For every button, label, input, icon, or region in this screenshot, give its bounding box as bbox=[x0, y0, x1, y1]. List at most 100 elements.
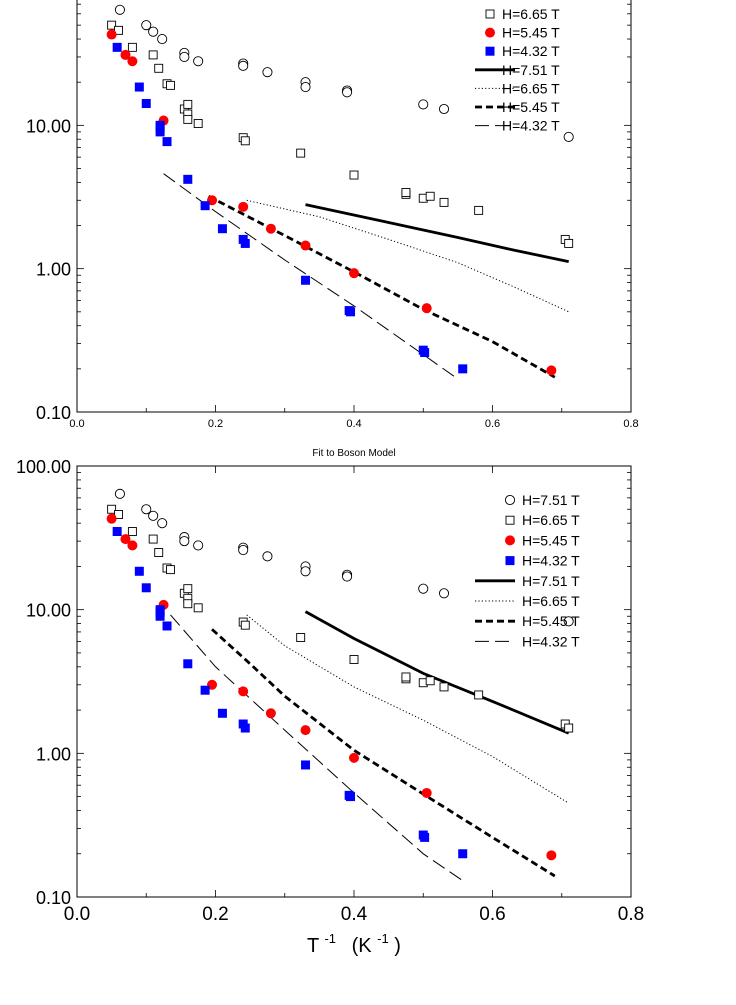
data-point bbox=[458, 849, 468, 859]
data-point bbox=[349, 268, 359, 279]
data-point bbox=[346, 307, 356, 317]
data-point bbox=[240, 723, 250, 733]
data-point bbox=[564, 723, 574, 733]
data-point bbox=[155, 127, 165, 137]
data-point bbox=[546, 850, 557, 861]
data-point bbox=[166, 565, 175, 575]
legend-label: H=7.51 T bbox=[522, 573, 580, 589]
data-point bbox=[134, 566, 144, 576]
data-point bbox=[240, 238, 250, 248]
data-point bbox=[127, 527, 137, 536]
data-point bbox=[106, 29, 117, 40]
data-point bbox=[193, 540, 204, 551]
data-point bbox=[238, 686, 249, 697]
x-axis-label-exp: -1 bbox=[324, 931, 336, 946]
legend-label: H=5.45 T bbox=[502, 99, 560, 115]
data-point bbox=[141, 583, 151, 593]
data-point bbox=[425, 191, 435, 201]
legend-marker bbox=[505, 515, 515, 525]
x-tick-label: 0.6 bbox=[485, 418, 500, 430]
data-point bbox=[148, 534, 158, 544]
chart-panel-bottom: 0.10 1.00 10.00 100.00 0.0 0.2 0.4 0.6 0.8 H=7.51… bbox=[16, 457, 644, 925]
data-point bbox=[296, 633, 306, 642]
fit-line bbox=[246, 614, 569, 804]
legend-marker bbox=[485, 9, 495, 19]
data-point bbox=[183, 659, 193, 669]
data-point bbox=[200, 201, 210, 211]
data-point bbox=[439, 197, 449, 207]
data-point bbox=[179, 51, 190, 62]
data-point bbox=[262, 551, 273, 562]
fit-line bbox=[170, 614, 463, 882]
x-axis-label-unit: (K bbox=[352, 935, 373, 957]
data-point bbox=[296, 148, 306, 158]
data-point bbox=[217, 224, 227, 234]
data-point bbox=[193, 56, 204, 67]
x-tick-label: 0.0 bbox=[64, 904, 90, 925]
fit-line bbox=[163, 173, 459, 380]
x-tick-label: 0.0 bbox=[69, 418, 84, 430]
data-point bbox=[418, 583, 429, 594]
fit-line bbox=[305, 203, 569, 263]
chart-title: Fit to Boson Model bbox=[312, 448, 395, 459]
legend-label: H=4.32 T bbox=[502, 118, 560, 134]
y-tick-label: 0.10 bbox=[36, 403, 71, 423]
fit-line bbox=[246, 199, 569, 313]
legend: H=6.65 T H=5.45 T H=4.32 T H=7.51 T H=6.65 T… bbox=[475, 6, 560, 134]
data-point bbox=[420, 832, 430, 842]
data-point bbox=[401, 672, 411, 682]
data-point bbox=[141, 99, 151, 109]
data-point bbox=[421, 787, 432, 798]
data-point bbox=[112, 42, 122, 52]
data-point bbox=[183, 99, 193, 109]
data-point bbox=[200, 685, 210, 695]
data-point bbox=[193, 119, 203, 128]
x-tick-label: 0.8 bbox=[618, 904, 644, 925]
data-point bbox=[474, 205, 484, 215]
data-point bbox=[154, 63, 164, 73]
x-tick-label: 0.6 bbox=[479, 904, 505, 925]
data-point bbox=[157, 518, 168, 529]
data-point bbox=[349, 752, 359, 763]
data-point bbox=[240, 136, 250, 146]
y-tick-label: 100.00 bbox=[16, 457, 71, 477]
data-point bbox=[301, 275, 311, 285]
data-point bbox=[155, 611, 165, 621]
x-tick-label: 0.4 bbox=[341, 904, 368, 925]
x-tick-label: 0.8 bbox=[623, 418, 638, 430]
data-point bbox=[349, 655, 359, 664]
y-tick-label: 10.00 bbox=[26, 116, 71, 136]
data-point bbox=[438, 588, 450, 599]
plot-frame bbox=[76, 465, 632, 898]
y-tick-label: 0.10 bbox=[36, 888, 71, 908]
data-point bbox=[127, 540, 138, 551]
chart-panel-top: 0.10 1.00 10.00 0.0 0.2 0.4 0.6 0.8 H=6.65 T H=5.… bbox=[26, 0, 639, 430]
fit-line bbox=[207, 195, 556, 379]
data-point bbox=[300, 566, 311, 577]
data-point bbox=[425, 676, 435, 686]
data-point bbox=[342, 571, 353, 582]
data-point bbox=[238, 60, 249, 71]
legend: H=7.51 T H=6.65 T H=5.45 T H=4.32 T H=7.51 T… bbox=[475, 492, 580, 649]
data-point bbox=[112, 527, 122, 537]
data-point bbox=[148, 510, 159, 521]
legend-label: H=5.45 T bbox=[522, 532, 580, 548]
data-point bbox=[107, 504, 117, 514]
x-axis-label-base: T bbox=[307, 935, 319, 957]
legend-marker bbox=[505, 556, 515, 566]
data-point bbox=[217, 708, 227, 718]
data-point bbox=[183, 584, 193, 594]
data-point bbox=[162, 621, 172, 631]
data-point bbox=[114, 488, 125, 499]
data-point bbox=[154, 548, 164, 557]
data-point bbox=[546, 365, 557, 376]
data-point bbox=[166, 80, 175, 90]
data-point bbox=[127, 42, 137, 52]
y-tick-label: 1.00 bbox=[36, 260, 71, 280]
data-point bbox=[141, 20, 152, 31]
legend-label: H=6.65 T bbox=[522, 512, 580, 528]
data-point bbox=[564, 238, 574, 248]
x-axis-label-unit-exp: -1 bbox=[377, 931, 389, 946]
y-tick-label: 1.00 bbox=[36, 744, 71, 764]
